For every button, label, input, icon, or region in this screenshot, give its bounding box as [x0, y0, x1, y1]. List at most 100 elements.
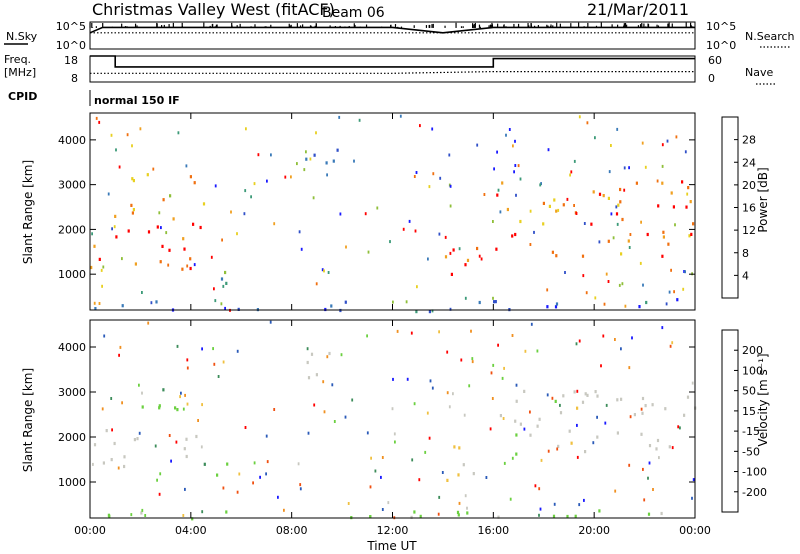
power-cell [581, 254, 585, 258]
power-heatmap [90, 114, 695, 314]
power-cell [640, 220, 642, 224]
xtick-label: 00:00 [679, 524, 711, 537]
power-cell [548, 204, 551, 208]
velocity-cell [277, 495, 279, 499]
velocity-cell [185, 454, 188, 459]
power-cell [93, 244, 96, 248]
velocity-cell [136, 437, 139, 441]
velocity-cell [551, 396, 554, 400]
velocity-cell [471, 360, 474, 364]
velocity-cell [616, 398, 619, 402]
velocity-cell [297, 462, 300, 466]
colorbar-tick-label: 15 [742, 405, 756, 418]
velocity-cell [570, 441, 573, 445]
velocity-cell [509, 497, 512, 501]
power-cell [566, 197, 569, 201]
velocity-cell [614, 338, 616, 341]
power-cell [220, 277, 224, 281]
power-cell [676, 298, 679, 302]
noise-sky-label: N.Sky [6, 30, 38, 43]
freq-series-nave [90, 70, 695, 74]
velocity-cell [141, 391, 143, 395]
power-cell [557, 208, 560, 212]
velocity-cell [186, 366, 189, 370]
power-cell [476, 246, 479, 251]
velocity-cell [515, 452, 518, 456]
power-cell [661, 164, 664, 168]
velocity-cell [691, 496, 693, 500]
velocity-cell [578, 339, 581, 343]
power-cell [657, 204, 660, 208]
power-cell [496, 150, 498, 154]
velocity-cell [175, 440, 178, 444]
power-panel-frame [89, 112, 696, 311]
power-cell [618, 283, 621, 287]
velocity-cell [552, 514, 556, 518]
power-cell [662, 235, 665, 239]
power-cell [313, 153, 316, 157]
power-cell [493, 300, 496, 304]
power-cell [326, 173, 328, 177]
power-cell [193, 263, 196, 267]
power-cell [224, 270, 227, 275]
power-cell [547, 148, 550, 152]
velocity-cell [660, 511, 663, 516]
velocity-cell [669, 344, 672, 348]
power-cell [245, 127, 247, 131]
power-cell [344, 300, 347, 304]
velocity-cell [119, 345, 122, 349]
velocity-cell [631, 336, 633, 340]
velocity-cell [203, 462, 206, 466]
velocity-cell [201, 403, 203, 407]
power-cell [159, 260, 162, 264]
velocity-cell [677, 425, 680, 429]
power-cell [415, 310, 418, 314]
freq-right-tick-top: 60 [708, 54, 722, 67]
power-cell [172, 217, 175, 221]
power-cell [181, 267, 184, 271]
velocity-cell [413, 402, 416, 406]
noise-left-tick-top: 10^5 [56, 20, 86, 33]
power-cell [158, 211, 161, 215]
power-cell [555, 302, 559, 306]
velocity-cell [559, 403, 561, 407]
power-cell [449, 307, 452, 311]
velocity-cell [573, 390, 576, 394]
power-cell [131, 211, 134, 215]
velocity-cell [238, 472, 241, 476]
power-cell [553, 198, 556, 202]
power-cell [542, 222, 545, 226]
power-cell [464, 296, 467, 300]
velocity-cell [598, 509, 601, 513]
power-cell [339, 212, 342, 216]
power-cell [146, 173, 149, 177]
power-cell [684, 150, 687, 154]
velocity-cell [523, 427, 526, 431]
velocity-cell [418, 478, 421, 482]
velocity-cell [568, 429, 571, 433]
velocity-cell [299, 483, 302, 487]
velocity-cell [213, 362, 216, 366]
velocity-cell [554, 399, 557, 403]
velocity-cell [101, 407, 104, 411]
velocity-cell [200, 445, 203, 449]
power-cell [519, 219, 522, 224]
power-cell [428, 310, 431, 314]
velocity-cell [107, 513, 110, 517]
power-cell [483, 193, 486, 196]
velocity-cell [497, 515, 500, 519]
velocity-cell [424, 450, 427, 454]
velocity-cell [492, 363, 495, 367]
ytick-label: 4000 [58, 134, 86, 147]
power-cell [367, 250, 370, 254]
noise-series-n-sky [89, 26, 695, 34]
power-cell [608, 170, 611, 174]
velocity-cell [366, 334, 368, 338]
power-cell [156, 225, 159, 229]
colorbar-tick-label: -15 [742, 425, 760, 438]
velocity-cell [130, 513, 133, 517]
velocity-cell [503, 461, 506, 465]
velocity-cell [647, 476, 649, 480]
power-cell [300, 247, 303, 251]
power-cell [253, 182, 256, 186]
